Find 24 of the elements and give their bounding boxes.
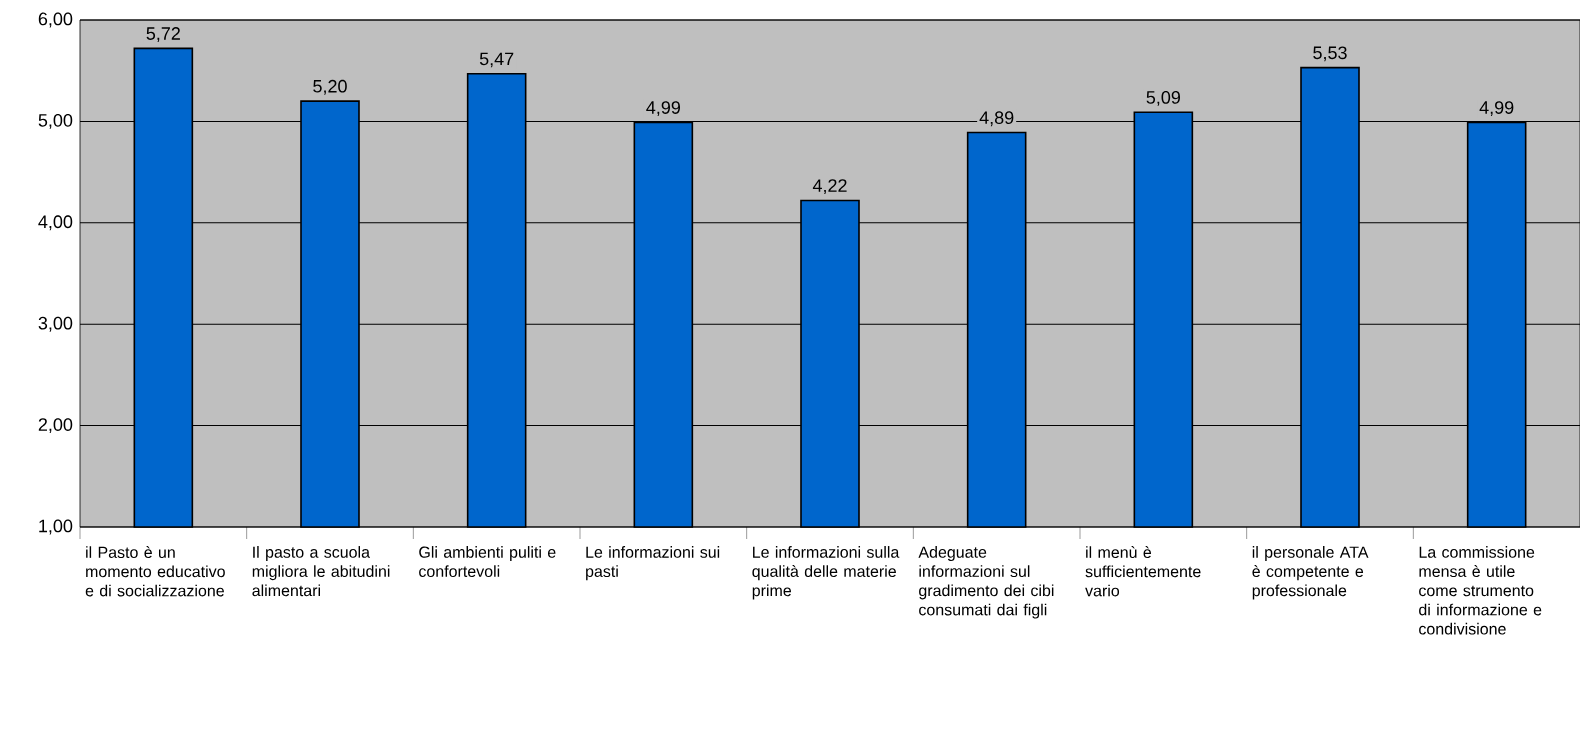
data-label: 5,09 (1146, 91, 1180, 106)
x-tick-label: il Pasto è un momento educativo e di socializzazione (85, 546, 225, 597)
y-tick-label: 1,00 (39, 519, 73, 535)
y-tick-label: 3,00 (38, 316, 73, 332)
y-tick-label: 4,00 (38, 215, 73, 231)
data-label: 4,99 (1479, 101, 1514, 117)
data-label: 4,89 (979, 111, 1014, 127)
data-label: 5,20 (313, 79, 347, 95)
x-tick-label: Il pasto a scuola migliora le abitudini alimentari (252, 546, 390, 597)
x-tick-label: Le informazioni sulla qualità delle materie prime (752, 546, 900, 600)
data-label: 5,72 (146, 27, 180, 42)
x-tick-label: il personale ATA è competente e professionale (1252, 546, 1369, 600)
y-tick-label: 5,00 (38, 113, 73, 129)
data-label: 4,22 (812, 179, 847, 195)
x-tick-label: Le informazioni sui pasti (586, 546, 720, 581)
data-label: 5,53 (1313, 46, 1347, 62)
data-label: 4,99 (646, 101, 680, 117)
data-label: 5,47 (479, 52, 514, 68)
x-tick-label: La commissione mensa è utile come strumento di informazione e condivisione (1419, 546, 1542, 635)
x-tick-label: Gli ambienti puliti e confortevoli (419, 546, 556, 578)
x-tick-label: Adeguate informazioni sul gradimento dei cibi consumati dai figli (918, 546, 1054, 619)
x-tick-label: il menù è sufficientemente vario (1085, 546, 1201, 597)
y-tick-label: 6,00 (38, 12, 73, 28)
y-tick-label: 2,00 (38, 418, 73, 434)
